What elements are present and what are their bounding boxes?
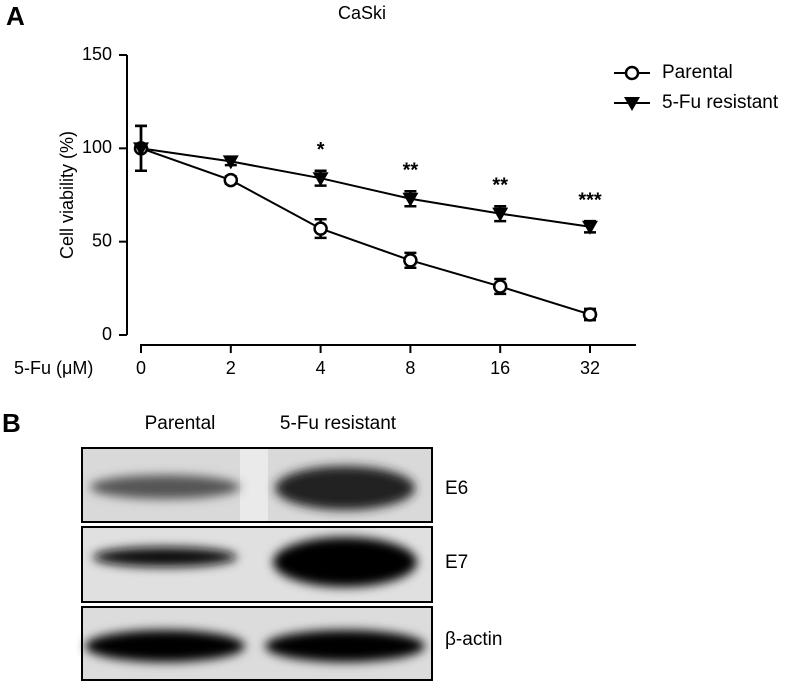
- marker: [624, 97, 640, 111]
- marker: [492, 279, 508, 294]
- significance-label: **: [492, 174, 508, 196]
- x-tick-label: 2: [226, 358, 236, 378]
- band: [265, 630, 425, 662]
- panel-label: B: [2, 408, 21, 438]
- y-tick-label: 50: [92, 230, 112, 250]
- blot: [81, 447, 433, 681]
- x-tick-label: 8: [405, 358, 415, 378]
- marker: [492, 207, 509, 222]
- significance-label: ***: [578, 189, 602, 211]
- x-axis-label: 5-Fu (μM): [14, 358, 93, 378]
- panel-label: A: [6, 1, 25, 31]
- marker: [582, 220, 598, 235]
- marker: [222, 155, 239, 170]
- band: [275, 466, 415, 510]
- y-tick-label: 100: [82, 137, 112, 157]
- x-tick-label: 16: [490, 358, 510, 378]
- blot-column-label: Parental: [145, 413, 216, 434]
- significance-label: **: [403, 160, 419, 182]
- y-axis-label: Cell viability (%): [57, 131, 77, 259]
- legend-label: 5-Fu resistant: [662, 92, 779, 113]
- x-tick-label: 4: [316, 358, 326, 378]
- marker: [582, 307, 598, 322]
- marker: [313, 221, 328, 236]
- marker: [223, 172, 239, 188]
- significance-label: *: [317, 139, 325, 161]
- band: [273, 537, 417, 587]
- marker: [402, 192, 419, 207]
- blot-column-label: 5-Fu resistant: [280, 413, 397, 434]
- marker: [133, 142, 149, 157]
- band: [90, 475, 240, 499]
- x-tick-label: 0: [136, 358, 146, 378]
- band: [85, 630, 245, 662]
- marker: [312, 172, 329, 187]
- marker: [403, 253, 418, 268]
- legend-label: Parental: [662, 62, 733, 83]
- y-tick-label: 0: [102, 324, 112, 344]
- chart-title: CaSki: [338, 3, 386, 23]
- series-line: [140, 147, 591, 228]
- marker: [624, 65, 640, 81]
- band: [93, 547, 237, 567]
- series-line: [140, 147, 591, 316]
- blot-row-label: E7: [445, 552, 468, 573]
- blot-row-label: E6: [445, 478, 468, 499]
- x-tick-label: 32: [580, 358, 600, 378]
- blot-row-label: β-actin: [445, 629, 502, 650]
- y-tick-label: 150: [82, 44, 112, 64]
- lane-gap: [240, 449, 268, 521]
